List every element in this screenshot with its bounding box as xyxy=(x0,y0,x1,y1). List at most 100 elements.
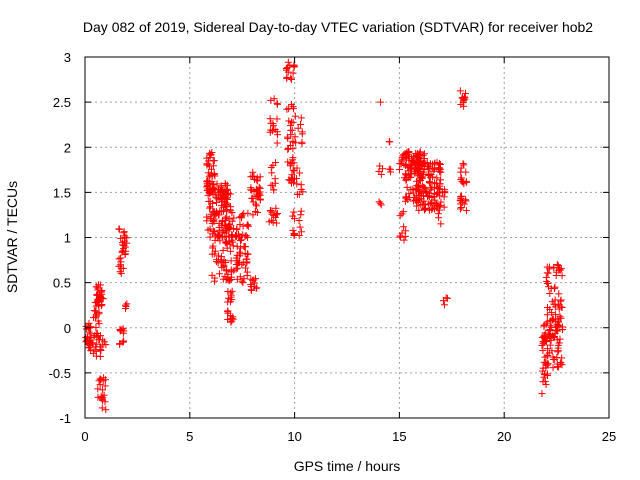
data-point xyxy=(226,240,234,248)
data-point xyxy=(223,194,231,202)
data-point xyxy=(432,180,440,188)
data-point xyxy=(215,252,223,260)
data-point xyxy=(290,230,298,238)
data-point xyxy=(228,217,236,225)
data-point xyxy=(243,222,251,230)
data-point xyxy=(98,301,106,309)
data-point xyxy=(377,201,385,209)
data-point xyxy=(120,327,128,335)
data-point xyxy=(548,298,556,306)
data-point xyxy=(237,236,245,244)
data-point xyxy=(418,175,426,183)
data-point xyxy=(407,170,415,178)
data-point xyxy=(294,124,302,132)
data-point xyxy=(255,183,263,191)
data-point xyxy=(94,298,102,306)
data-point xyxy=(552,310,560,318)
data-point xyxy=(250,276,258,284)
data-point xyxy=(100,391,108,399)
data-point xyxy=(557,303,565,311)
data-point xyxy=(425,179,433,187)
data-point xyxy=(554,348,562,356)
x-tick-label: 15 xyxy=(392,429,406,444)
data-point xyxy=(92,312,100,320)
data-point xyxy=(297,207,305,215)
data-point xyxy=(290,179,298,187)
data-point xyxy=(224,185,232,193)
chart-title: Day 082 of 2019, Sidereal Day-to-day VTE… xyxy=(83,19,593,35)
data-point xyxy=(228,287,236,295)
data-point xyxy=(415,150,423,158)
data-point xyxy=(559,326,567,334)
data-point xyxy=(555,363,563,371)
data-point xyxy=(206,233,214,241)
data-point xyxy=(543,304,551,312)
data-point xyxy=(268,169,276,177)
data-point xyxy=(237,212,245,220)
data-point xyxy=(557,296,565,304)
data-point xyxy=(459,97,467,105)
data-point xyxy=(403,183,411,191)
data-point xyxy=(419,183,427,191)
data-point xyxy=(543,311,551,319)
data-point xyxy=(209,185,217,193)
data-point xyxy=(458,177,466,185)
data-point xyxy=(256,184,264,192)
data-point xyxy=(426,160,434,168)
data-point xyxy=(213,256,221,264)
data-point xyxy=(539,364,547,372)
data-point xyxy=(413,157,421,165)
data-point xyxy=(273,99,281,107)
data-point xyxy=(273,210,281,218)
data-point xyxy=(98,404,106,412)
data-point xyxy=(283,73,291,81)
data-point xyxy=(212,207,220,215)
data-point xyxy=(216,226,224,234)
data-point xyxy=(460,161,468,169)
data-point xyxy=(298,130,306,138)
data-point xyxy=(253,284,261,292)
data-point xyxy=(284,68,292,76)
data-point xyxy=(289,105,297,113)
data-point xyxy=(539,347,547,355)
data-point xyxy=(424,192,432,200)
data-point xyxy=(92,324,100,332)
data-point xyxy=(272,159,280,167)
data-point xyxy=(219,246,227,254)
data-point xyxy=(417,173,425,181)
data-point xyxy=(233,225,241,233)
data-point xyxy=(540,333,548,341)
data-point xyxy=(441,188,449,196)
data-point xyxy=(96,332,104,340)
data-point xyxy=(441,301,449,309)
data-point xyxy=(558,354,566,362)
data-point xyxy=(405,153,413,161)
data-point xyxy=(427,184,435,192)
data-point xyxy=(224,315,232,323)
data-point xyxy=(267,96,275,104)
data-point xyxy=(299,188,307,196)
data-point xyxy=(121,243,129,251)
data-point xyxy=(239,279,247,287)
data-point xyxy=(268,216,276,224)
x-axis-label: GPS time / hours xyxy=(294,458,401,474)
data-point xyxy=(273,139,281,147)
data-point xyxy=(417,191,425,199)
data-point xyxy=(556,265,564,273)
data-point xyxy=(546,290,554,298)
data-point xyxy=(253,174,261,182)
data-point xyxy=(442,294,450,302)
data-point xyxy=(272,204,280,212)
data-point xyxy=(552,323,560,331)
data-point xyxy=(414,199,422,207)
data-point xyxy=(443,294,451,302)
data-point xyxy=(249,198,257,206)
data-point xyxy=(240,275,248,283)
data-point xyxy=(425,170,433,178)
y-tick-label: 0 xyxy=(64,321,71,336)
data-point xyxy=(214,230,222,238)
data-point xyxy=(218,186,226,194)
data-point xyxy=(283,105,291,113)
data-point xyxy=(284,58,292,66)
